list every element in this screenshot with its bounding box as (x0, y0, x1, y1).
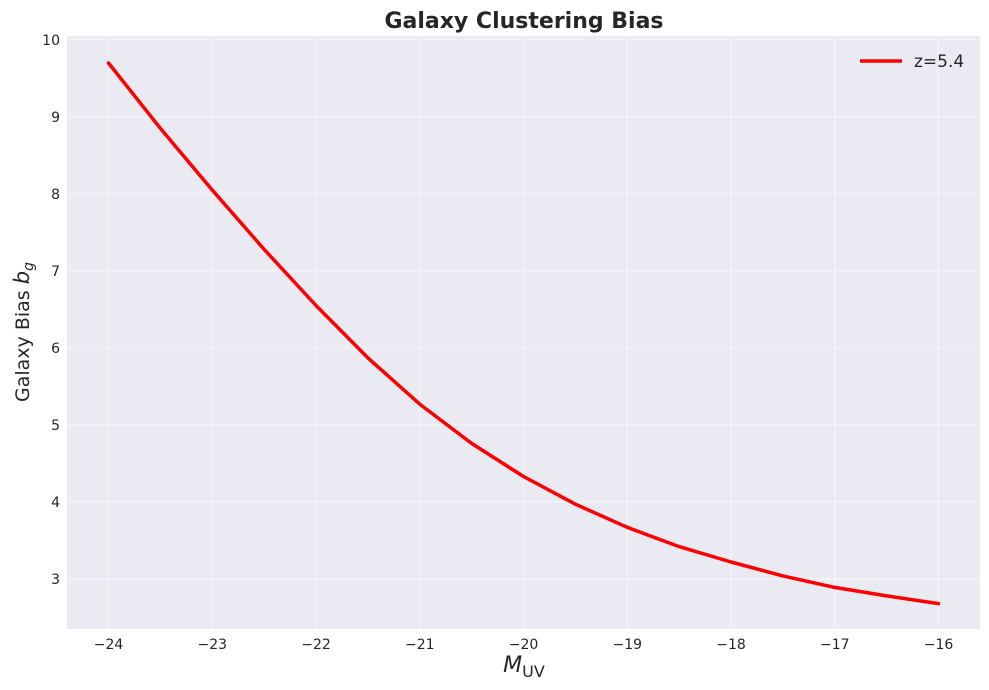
y-tick-label: 4 (51, 495, 60, 511)
x-tick-label: −21 (405, 637, 435, 653)
x-tick-label: −23 (197, 637, 227, 653)
x-tick-label: −24 (94, 637, 124, 653)
y-tick-label: 3 (51, 572, 60, 588)
y-axis-ticks: 3 4 5 6 7 8 9 10 (42, 33, 60, 588)
x-axis-label: MUV (503, 653, 545, 681)
y-axis-label-symbol: b (10, 271, 34, 284)
x-tick-label: −16 (924, 637, 954, 653)
y-axis-label: Galaxy Bias bg (10, 262, 37, 402)
x-tick-label: −22 (301, 637, 331, 653)
x-axis-label-main: M (503, 653, 522, 678)
y-tick-label: 9 (51, 110, 60, 126)
y-axis-label-sub: g (21, 262, 37, 271)
series-layer (106, 61, 941, 606)
y-tick-label: 10 (42, 33, 60, 49)
y-tick-label: 5 (51, 418, 60, 434)
x-axis-ticks: −24 −23 −22 −21 −20 −19 −18 −17 −16 (94, 637, 954, 653)
x-tick-label: −18 (716, 637, 746, 653)
y-tick-label: 7 (51, 264, 60, 280)
chart-title: Galaxy Clustering Bias (384, 9, 663, 34)
x-axis-label-sub: UV (522, 662, 545, 681)
x-tick-label: −17 (820, 637, 850, 653)
grid (67, 36, 980, 629)
x-tick-label: −20 (509, 637, 539, 653)
y-tick-label: 8 (51, 187, 60, 203)
x-tick-label: −19 (612, 637, 642, 653)
y-tick-label: 6 (51, 341, 60, 357)
y-axis-label-main: Galaxy Bias (12, 284, 34, 402)
legend-label-z-5-4: z=5.4 (914, 52, 964, 72)
legend: z=5.4 (860, 52, 964, 72)
series-line-z-5-4 (106, 61, 941, 606)
